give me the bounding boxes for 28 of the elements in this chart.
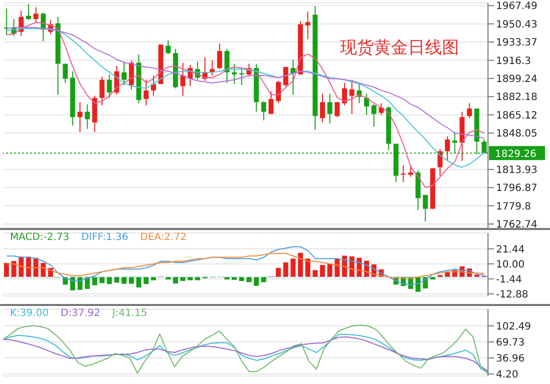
text: DIFF:1.36 bbox=[81, 232, 128, 243]
y-tick-label: 1933.37 bbox=[496, 38, 538, 49]
series-label: K:39.00 bbox=[10, 308, 49, 319]
y-tick-label: 21.44 bbox=[496, 244, 525, 256]
y-tick-label: 10.00 bbox=[496, 259, 525, 270]
series-label: DEA:2.72 bbox=[140, 232, 187, 243]
y-tick-label: 4.20 bbox=[496, 369, 518, 380]
y-tick-label: 1899.24 bbox=[496, 74, 538, 86]
y-tick-label: 1916.3 bbox=[496, 56, 531, 67]
annotation: 现货黄金日线图 bbox=[340, 37, 459, 59]
y-tick-label: 102.49 bbox=[496, 321, 531, 332]
y-tick-label: 1796.87 bbox=[496, 183, 538, 194]
y-tick-label: 69.73 bbox=[496, 337, 525, 348]
series-label: J:41.15 bbox=[112, 308, 148, 319]
y-tick-label: 1882.18 bbox=[496, 92, 538, 104]
y-tick-label: 1779.8 bbox=[496, 201, 531, 212]
y-tick-label: 1762.74 bbox=[496, 220, 538, 231]
text: D:37.92 bbox=[60, 308, 100, 319]
series-label: MACD:-2.73 bbox=[10, 232, 70, 243]
y-tick-label: 1813.93 bbox=[496, 164, 538, 176]
y-tick-label: 1950.43 bbox=[496, 19, 538, 30]
y-tick-label: 1865.12 bbox=[496, 110, 538, 122]
y-tick-label: -1.44 bbox=[496, 274, 522, 286]
ref-line-label: 1829.26 bbox=[495, 149, 536, 160]
y-tick-label: -12.88 bbox=[496, 289, 528, 300]
y-tick-label: 36.96 bbox=[496, 353, 525, 364]
y-tick-label: 1967.49 bbox=[496, 1, 538, 12]
y-tick-label: 1848.05 bbox=[496, 128, 538, 140]
